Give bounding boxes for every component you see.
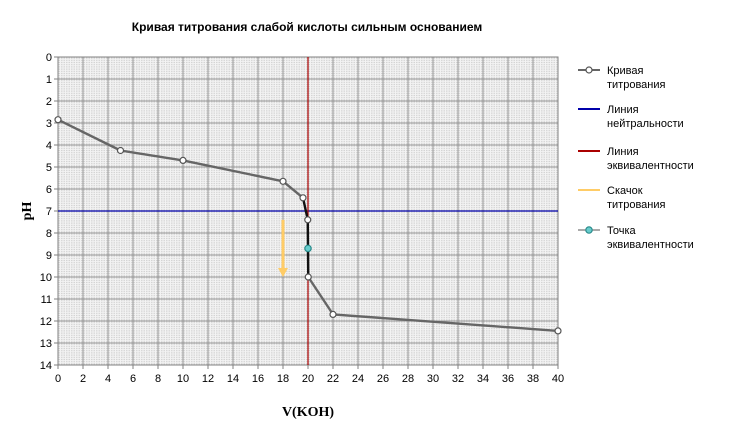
y-tick-label: 0 bbox=[46, 52, 52, 64]
x-tick-label: 40 bbox=[552, 373, 564, 385]
y-axis-title: pH bbox=[20, 202, 35, 221]
x-tick-label: 36 bbox=[502, 373, 514, 385]
curve-point bbox=[116, 146, 125, 155]
reference-lines bbox=[58, 57, 558, 365]
x-tick-label: 0 bbox=[55, 373, 61, 385]
y-tick-label: 8 bbox=[46, 228, 52, 240]
titration-curve bbox=[54, 116, 562, 335]
curve-point bbox=[54, 116, 62, 124]
equivalence-point bbox=[304, 244, 312, 253]
legend-item-equivalence-point: Точка эквивалентности bbox=[578, 225, 694, 251]
x-tick-label: 24 bbox=[352, 373, 364, 385]
y-tick-label: 1 bbox=[46, 74, 52, 86]
x-axis-title: V(KOH) bbox=[282, 405, 334, 420]
curve-segment bbox=[56, 118, 122, 152]
x-tick-label: 16 bbox=[252, 373, 264, 385]
legend-label: Точка эквивалентности bbox=[607, 225, 694, 251]
legend-label: Скачок титрования bbox=[607, 185, 666, 211]
titration-jump-arrow bbox=[278, 219, 288, 277]
curve-segment bbox=[301, 196, 309, 222]
x-tick-label: 34 bbox=[477, 373, 489, 385]
y-tick-label: 7 bbox=[46, 206, 52, 218]
curve-segment bbox=[119, 149, 185, 162]
x-tick-label: 14 bbox=[227, 373, 239, 385]
y-tick-label: 5 bbox=[46, 162, 52, 174]
y-tick-label: 2 bbox=[46, 96, 52, 108]
legend-swatch-marker bbox=[585, 66, 593, 74]
curve-point bbox=[299, 194, 307, 202]
curve-segment bbox=[331, 313, 560, 333]
legend: Кривая титрования Линия нейтральности Линия э… bbox=[578, 65, 694, 251]
y-tick-label: 13 bbox=[40, 338, 52, 350]
curve-segment bbox=[281, 180, 305, 200]
legend-label: Линия нейтральности bbox=[607, 104, 684, 130]
chart-title: Кривая титрования слабой кислоты сильным… bbox=[132, 20, 483, 34]
curve-point bbox=[279, 177, 287, 185]
legend-item-titration-jump: Скачок титрования bbox=[578, 185, 666, 211]
x-tick-label: 8 bbox=[155, 373, 161, 385]
curve-point bbox=[554, 327, 562, 335]
legend-item-neutrality-line: Линия нейтральности bbox=[578, 104, 684, 130]
legend-swatch-marker bbox=[585, 226, 593, 234]
y-tick-label: 12 bbox=[40, 316, 52, 328]
x-tick-label: 22 bbox=[327, 373, 339, 385]
x-tick-label: 18 bbox=[277, 373, 289, 385]
x-tick-label: 12 bbox=[202, 373, 214, 385]
x-tick-label: 30 bbox=[427, 373, 439, 385]
y-tick-label: 4 bbox=[46, 140, 52, 152]
x-tick-label: 10 bbox=[177, 373, 189, 385]
jump-arrow-head bbox=[278, 268, 288, 277]
y-tick-label: 10 bbox=[40, 272, 52, 284]
x-axis-ticks: 0 2 4 6 8 10 12 14 16 18 20 22 24 26 28 30 32 34 36 38 40 bbox=[55, 365, 564, 385]
curve-point bbox=[304, 216, 312, 224]
legend-item-titration-curve: Кривая титрования bbox=[578, 65, 666, 91]
curve-point bbox=[304, 273, 312, 281]
curve-segment bbox=[181, 159, 285, 183]
curve-point bbox=[329, 310, 337, 318]
legend-label: Линия эквивалентности bbox=[607, 146, 694, 172]
y-tick-label: 9 bbox=[46, 250, 52, 262]
x-tick-label: 38 bbox=[527, 373, 539, 385]
y-tick-label: 6 bbox=[46, 184, 52, 196]
x-tick-label: 4 bbox=[105, 373, 111, 385]
legend-label: Кривая титрования bbox=[607, 65, 666, 91]
legend-item-equivalence-line: Линия эквивалентности bbox=[578, 146, 694, 172]
y-tick-label: 14 bbox=[40, 360, 52, 372]
x-tick-label: 2 bbox=[80, 373, 86, 385]
y-tick-label: 11 bbox=[41, 294, 52, 306]
x-tick-label: 28 bbox=[402, 373, 414, 385]
curve-point bbox=[179, 156, 187, 164]
curve-segment bbox=[307, 275, 335, 316]
x-tick-label: 6 bbox=[130, 373, 136, 385]
x-tick-label: 20 bbox=[302, 373, 314, 385]
x-tick-label: 32 bbox=[452, 373, 464, 385]
x-tick-label: 26 bbox=[377, 373, 389, 385]
y-tick-label: 3 bbox=[46, 118, 52, 130]
